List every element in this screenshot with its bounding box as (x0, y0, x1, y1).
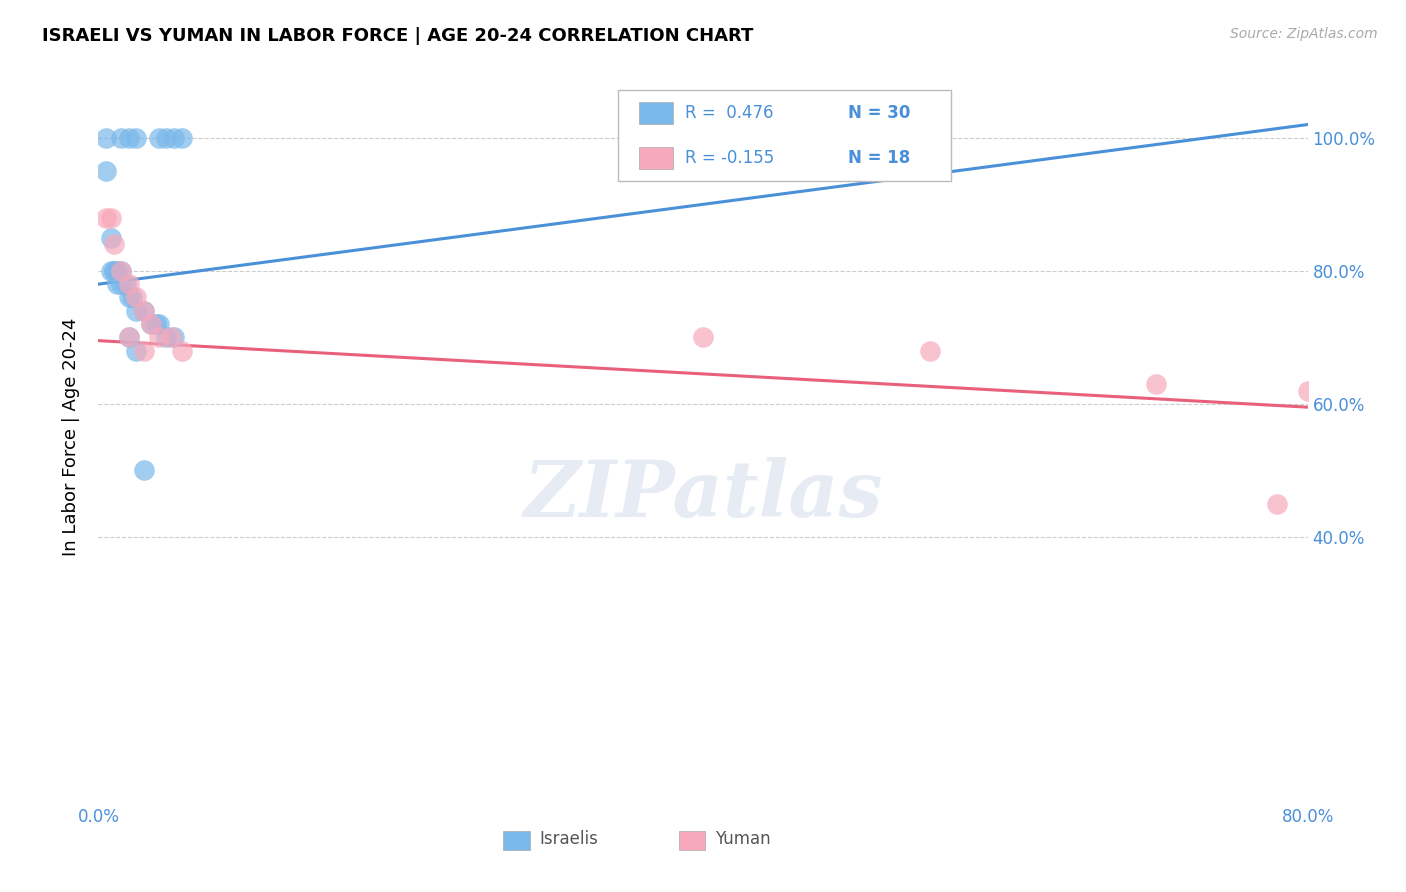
Text: Source: ZipAtlas.com: Source: ZipAtlas.com (1230, 27, 1378, 41)
Point (155, 131, 177, 145)
Point (110, 264, 132, 278)
Point (103, 237, 125, 252)
Point (163, 330, 186, 344)
Point (160, 330, 183, 344)
Point (141, 317, 163, 331)
Y-axis label: In Labor Force | Age 20-24: In Labor Force | Age 20-24 (62, 318, 80, 557)
Point (1144, 376, 1167, 391)
Point (100, 264, 122, 278)
Text: R =  0.476: R = 0.476 (685, 104, 773, 122)
Point (918, 343, 941, 358)
Point (141, 317, 163, 331)
Text: ISRAELI VS YUMAN IN LABOR FORCE | AGE 20-24 CORRELATION CHART: ISRAELI VS YUMAN IN LABOR FORCE | AGE 20… (42, 27, 754, 45)
Point (692, 330, 714, 344)
Point (110, 131, 132, 145)
Point (121, 290, 143, 304)
Text: N = 30: N = 30 (848, 104, 911, 122)
Point (103, 264, 125, 278)
Point (114, 277, 136, 292)
Point (1296, 384, 1319, 398)
Point (94, 131, 117, 145)
Point (118, 131, 141, 145)
Point (105, 264, 128, 278)
Point (103, 264, 125, 278)
Point (125, 290, 148, 304)
Point (148, 131, 170, 145)
Text: N = 18: N = 18 (848, 149, 910, 167)
Point (163, 131, 186, 145)
FancyBboxPatch shape (638, 146, 673, 169)
Point (132, 303, 155, 318)
Point (155, 330, 177, 344)
FancyBboxPatch shape (638, 102, 673, 124)
Text: Israelis: Israelis (540, 830, 599, 848)
Point (1267, 497, 1289, 511)
Point (118, 330, 141, 344)
Point (125, 131, 148, 145)
Point (100, 230, 122, 244)
Point (170, 131, 193, 145)
Point (148, 330, 170, 344)
Point (94, 164, 117, 178)
Point (118, 290, 141, 304)
Point (132, 463, 155, 477)
Point (132, 303, 155, 318)
Point (100, 211, 122, 225)
Point (145, 317, 167, 331)
Point (125, 303, 148, 318)
Point (125, 343, 148, 358)
Point (105, 277, 128, 292)
Text: R = -0.155: R = -0.155 (685, 149, 775, 167)
Point (110, 277, 132, 292)
Point (118, 330, 141, 344)
FancyBboxPatch shape (503, 830, 530, 850)
Point (118, 277, 141, 292)
Point (148, 317, 170, 331)
Point (170, 343, 193, 358)
FancyBboxPatch shape (619, 90, 950, 181)
FancyBboxPatch shape (679, 830, 706, 850)
Point (110, 264, 132, 278)
Text: Yuman: Yuman (716, 830, 770, 848)
Point (94, 211, 117, 225)
Point (132, 343, 155, 358)
Text: ZIPatlas: ZIPatlas (523, 458, 883, 533)
